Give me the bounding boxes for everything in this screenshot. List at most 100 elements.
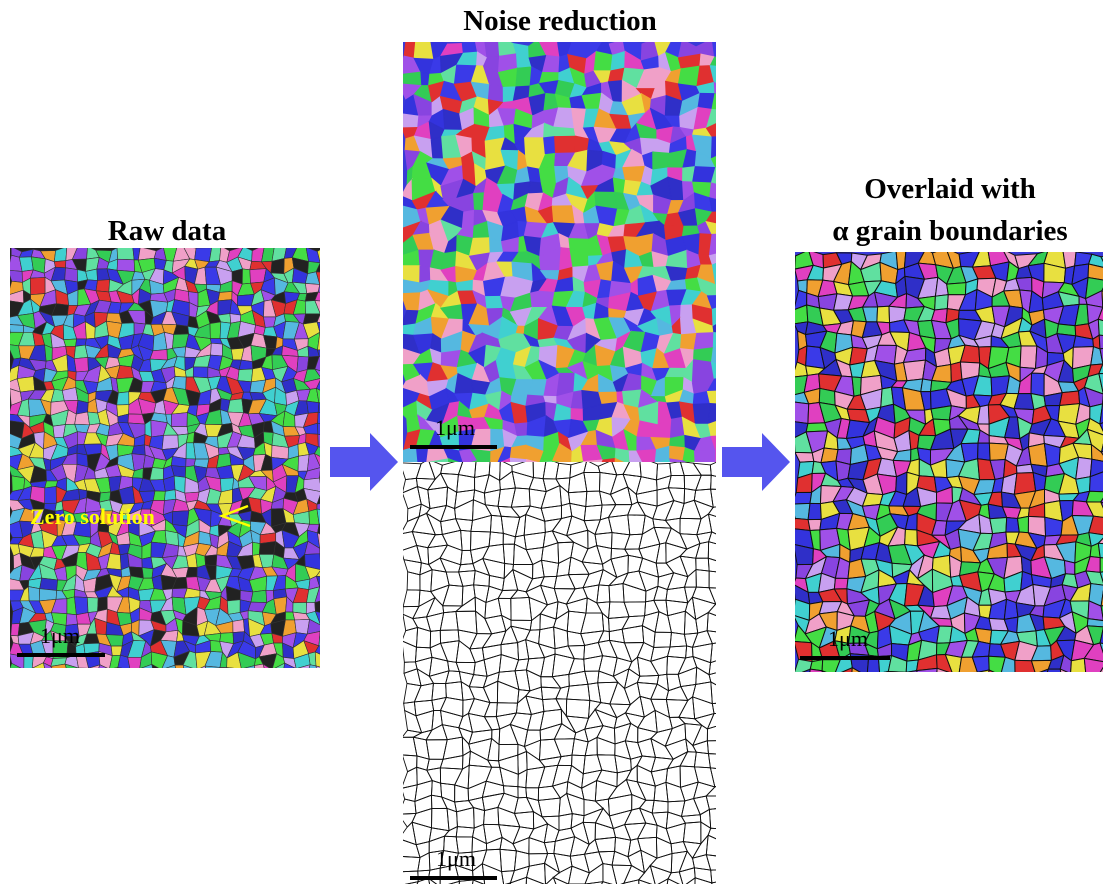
- grain: [724, 345, 743, 368]
- grain: [319, 477, 328, 492]
- grain: [724, 367, 737, 376]
- grain: [318, 284, 330, 294]
- grain: [328, 314, 344, 327]
- grain: [320, 619, 330, 636]
- panel-title: Overlaid with: [864, 173, 1036, 205]
- grain: [720, 38, 739, 60]
- grain: [834, 578, 848, 589]
- grain: [45, 486, 57, 503]
- grain: [325, 413, 341, 424]
- grain: [711, 362, 727, 379]
- grain: [953, 673, 966, 691]
- grain: [117, 676, 135, 690]
- grain: [320, 554, 328, 570]
- grain: [877, 306, 890, 323]
- grain: [328, 613, 342, 619]
- grain: [153, 491, 165, 501]
- grain: [707, 391, 727, 405]
- grain: [17, 377, 34, 392]
- grain: [328, 597, 344, 615]
- grain: [172, 511, 188, 526]
- grain: [721, 853, 742, 872]
- grain: [552, 206, 575, 224]
- grain: [904, 360, 926, 381]
- grain: [1044, 443, 1060, 466]
- grain: [9, 324, 23, 332]
- grain: [876, 671, 894, 685]
- grain: [723, 562, 739, 576]
- grain: [317, 332, 332, 350]
- grain: [653, 152, 670, 170]
- grain: [720, 67, 737, 87]
- grain: [328, 655, 343, 670]
- grain: [724, 701, 738, 716]
- grain: [726, 599, 738, 620]
- grain: [329, 278, 338, 294]
- grain: [320, 546, 330, 559]
- grain: [318, 434, 333, 449]
- panel-title: Raw data: [108, 215, 227, 247]
- grain: [22, 668, 33, 680]
- grain: [462, 37, 477, 53]
- panel-title: α grain boundaries: [832, 215, 1067, 247]
- grain: [330, 400, 341, 415]
- grain: [693, 403, 710, 424]
- grain: [330, 511, 338, 520]
- grain: [117, 247, 134, 260]
- grain: [164, 490, 175, 501]
- grain: [133, 680, 145, 686]
- grain: [721, 870, 739, 884]
- grain: [1031, 373, 1044, 396]
- grain: [792, 492, 812, 504]
- panel-title: Noise reduction: [463, 5, 657, 37]
- grain: [319, 631, 332, 646]
- grain: [554, 127, 576, 137]
- grain: [722, 98, 742, 112]
- grain: [729, 283, 743, 295]
- grain: [317, 509, 332, 524]
- grain: [888, 671, 911, 685]
- grain: [328, 541, 341, 559]
- grain: [316, 388, 332, 404]
- grain: [45, 345, 53, 361]
- grain: [325, 376, 338, 393]
- grain: [328, 619, 339, 636]
- grain: [28, 587, 39, 601]
- grain: [515, 423, 528, 437]
- grain: [132, 445, 145, 455]
- grain: [252, 675, 267, 687]
- grain: [307, 401, 319, 413]
- grain: [227, 668, 242, 679]
- grain: [54, 261, 66, 268]
- grain: [725, 490, 741, 508]
- grain: [720, 185, 739, 200]
- grain: [935, 295, 949, 310]
- scale-label: 1μm: [40, 623, 80, 648]
- grain: [150, 468, 164, 480]
- grain: [142, 568, 153, 579]
- grain: [239, 360, 253, 370]
- grain: [723, 419, 739, 435]
- scale-label: 1μm: [828, 626, 868, 651]
- grain: [692, 360, 714, 383]
- grain: [1076, 477, 1091, 494]
- grain: [1084, 673, 1101, 688]
- grain: [1060, 391, 1080, 405]
- grain: [30, 277, 45, 294]
- grain: [193, 367, 208, 378]
- grain: [150, 349, 167, 360]
- grain: [65, 268, 78, 282]
- grain: [274, 597, 287, 615]
- grain: [399, 72, 422, 86]
- grain: [722, 537, 743, 546]
- grain: [319, 465, 328, 478]
- grain: [117, 392, 129, 405]
- grain: [539, 166, 556, 183]
- grain: [792, 503, 810, 519]
- grain: [198, 676, 209, 689]
- grain: [186, 676, 200, 691]
- grain: [710, 198, 722, 212]
- grain: [118, 668, 133, 680]
- grain: [723, 403, 742, 423]
